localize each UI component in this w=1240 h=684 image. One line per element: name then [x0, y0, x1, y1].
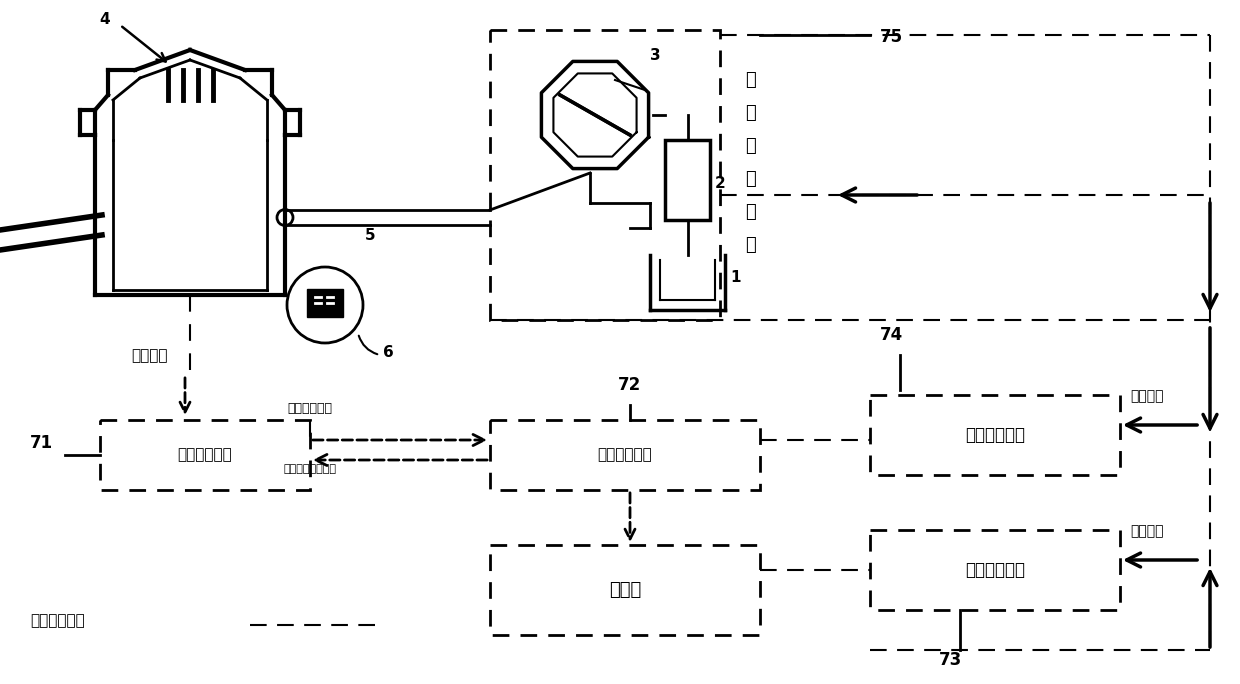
Text: 过程控制信号: 过程控制信号: [30, 613, 84, 628]
Bar: [870, 530, 1120, 610]
Text: 模: 模: [745, 203, 755, 221]
Text: 71: 71: [30, 434, 53, 452]
Bar: [490, 420, 760, 490]
Bar: [870, 395, 1120, 475]
Text: 74: 74: [880, 326, 903, 344]
Bar: [308, 289, 343, 317]
Text: 供氧需求控制指令: 供氧需求控制指令: [284, 464, 336, 474]
Text: 炉况判断模块: 炉况判断模块: [177, 447, 232, 462]
Text: 6: 6: [383, 345, 394, 360]
Text: 行: 行: [745, 170, 755, 188]
Bar: [490, 30, 720, 320]
Text: 2: 2: [715, 176, 725, 191]
Text: 流量计算模块: 流量计算模块: [965, 426, 1025, 444]
Text: 氧: 氧: [745, 104, 755, 122]
Text: 1: 1: [730, 270, 740, 285]
Bar: [665, 140, 711, 220]
Text: 炉况特征信号: 炉况特征信号: [288, 402, 332, 415]
Text: 温度计算模块: 温度计算模块: [965, 561, 1025, 579]
Text: 氧气温度: 氧气温度: [1130, 524, 1163, 538]
Text: 执: 执: [745, 137, 755, 155]
Text: 炉况信息: 炉况信息: [131, 348, 169, 363]
Text: 72: 72: [618, 376, 641, 394]
Text: 数据库: 数据库: [609, 581, 641, 599]
Text: 需求分析模块: 需求分析模块: [598, 447, 652, 462]
Text: 4: 4: [99, 12, 110, 27]
Bar: [100, 420, 310, 490]
Text: 5: 5: [365, 228, 376, 243]
Text: 73: 73: [939, 651, 962, 669]
Text: 75: 75: [880, 28, 903, 46]
Text: 块: 块: [745, 236, 755, 254]
Bar: [490, 545, 760, 635]
Text: 氧气流量: 氧气流量: [1130, 389, 1163, 403]
Text: 3: 3: [650, 48, 661, 63]
Text: 供: 供: [745, 71, 755, 89]
